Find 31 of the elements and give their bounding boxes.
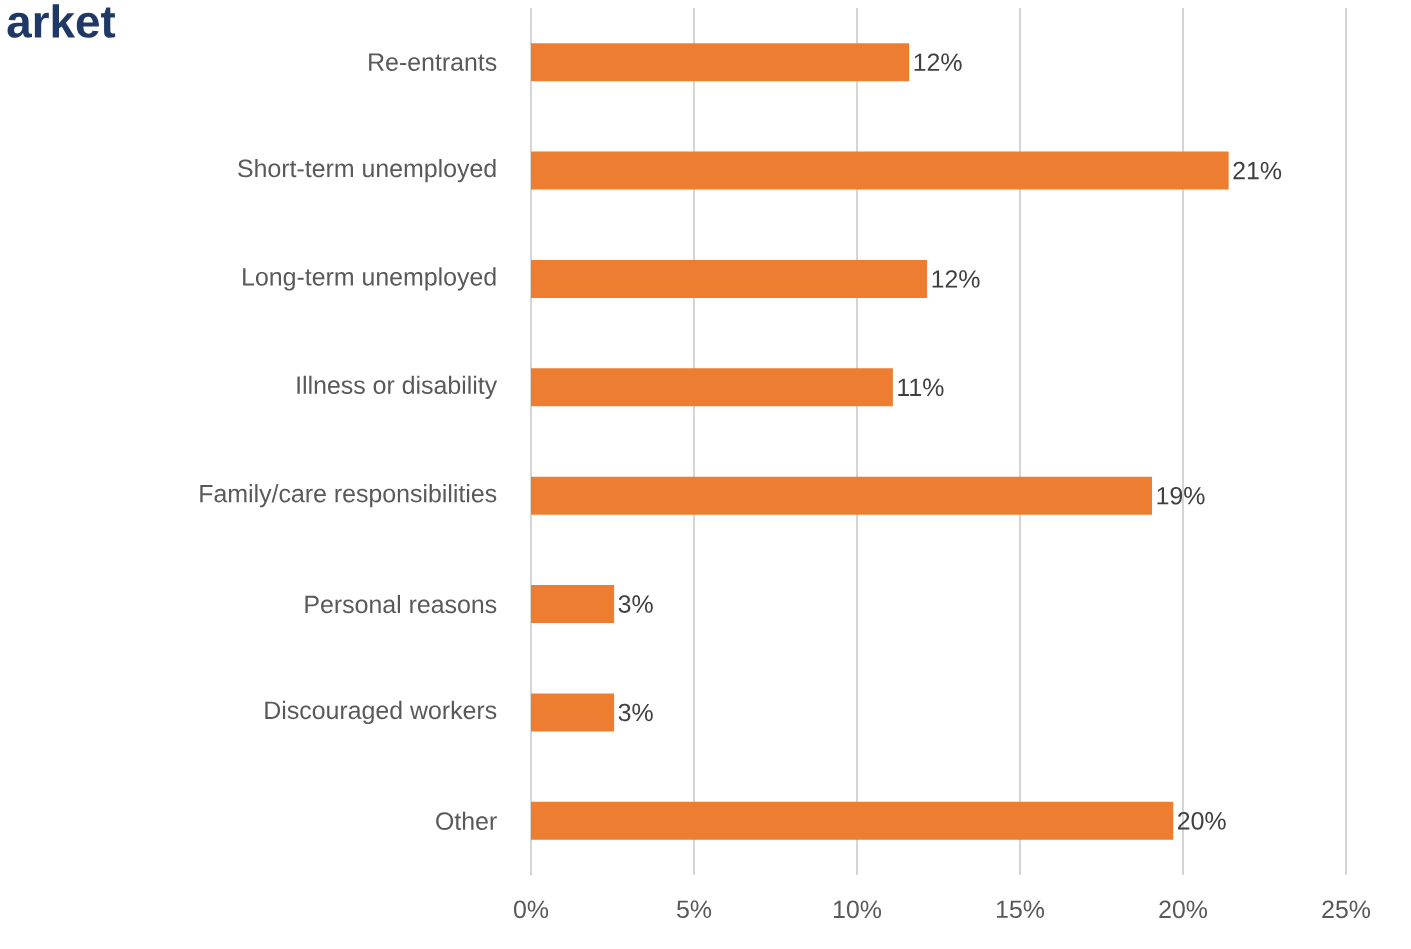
y-tick-label: Re-entrants [369,53,497,71]
data-label: 12% [932,270,980,288]
bar [531,259,928,298]
bar [531,585,615,624]
data-label: 12% [914,53,962,71]
bar [531,801,1174,840]
bar [531,368,893,407]
x-tick-label: 25% [1322,900,1371,919]
data-label: 21% [1233,161,1282,180]
x-tick-label: 15% [996,900,1045,919]
x-tick-label: 5% [677,900,712,919]
data-label: 3% [618,703,653,722]
data-label: 19% [1157,486,1205,505]
data-label: 11% [898,378,944,397]
y-tick-label: Short-term unemployed [238,158,496,183]
bar [531,476,1153,515]
x-tick-label: 10% [833,900,882,919]
bar [531,693,615,732]
y-tick-label: Discouraged workers [265,700,497,725]
x-tick-label: 0% [513,900,549,919]
y-tick-label: Other [436,811,497,830]
y-tick-label: Illness or disability [297,375,498,399]
data-label: 20% [1178,812,1226,830]
y-tick-label: Family/care responsibilities [200,484,497,508]
y-tick-label: Personal reasons [305,594,497,614]
y-tick-label: Long-term unemployed [243,267,496,291]
data-label: 3% [618,595,653,613]
x-tick-label: 20% [1159,900,1208,919]
text: arket [7,4,116,38]
bar [531,43,910,82]
bar [531,151,1229,190]
